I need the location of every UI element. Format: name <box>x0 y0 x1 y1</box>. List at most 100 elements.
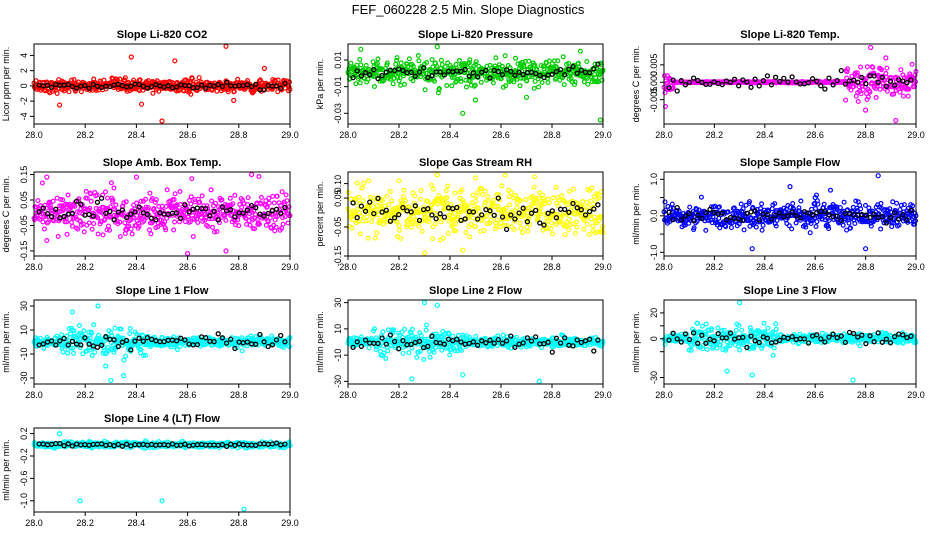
data-point <box>357 80 363 86</box>
y-tick-label: 0.05 <box>19 191 29 209</box>
data-point <box>589 185 595 191</box>
data-point-overlay <box>98 195 105 201</box>
data-point-overlay <box>412 339 418 346</box>
data-point <box>104 195 110 201</box>
data-point-overlay <box>350 200 356 206</box>
data-point <box>354 62 360 68</box>
data-point <box>884 65 890 71</box>
data-point <box>840 222 846 228</box>
data-point <box>740 206 746 212</box>
x-tick-label: 28.2 <box>390 390 408 400</box>
data-point <box>867 89 873 95</box>
data-point <box>870 64 876 70</box>
data-point <box>384 193 390 199</box>
data-point-overlay <box>793 79 799 85</box>
data-point <box>873 94 879 100</box>
data-point <box>841 199 847 205</box>
data-point-overlay <box>94 199 101 205</box>
data-point <box>548 226 554 232</box>
data-point-overlay <box>690 75 697 81</box>
chart-title: Slope Li-820 Temp. <box>740 29 839 41</box>
data-point <box>513 334 519 340</box>
data-point <box>87 205 93 211</box>
data-point <box>490 76 496 82</box>
data-point <box>71 76 77 82</box>
data-point <box>375 60 381 66</box>
data-point <box>591 201 597 207</box>
x-tick-label: 28.0 <box>655 130 673 140</box>
data-point <box>421 357 427 363</box>
plot-frame <box>663 43 917 125</box>
data-point <box>103 86 109 92</box>
data-point-overlay <box>557 66 564 73</box>
data-point <box>668 77 674 83</box>
data-point <box>195 220 201 226</box>
data-point-overlay <box>690 217 697 224</box>
data-point <box>105 223 111 229</box>
data-point-overlay <box>524 69 531 76</box>
data-point <box>162 219 168 225</box>
data-point <box>194 216 200 222</box>
data-point-overlay <box>483 67 489 74</box>
data-point <box>127 331 133 337</box>
data-point-overlay <box>362 70 369 76</box>
data-point-overlay <box>257 331 263 338</box>
data-point <box>532 78 538 84</box>
data-point <box>581 79 587 85</box>
data-point <box>843 97 849 103</box>
data-point <box>409 376 415 382</box>
data-point-overlay <box>487 75 493 81</box>
data-point <box>592 61 598 67</box>
data-point <box>525 228 531 234</box>
data-point <box>70 350 76 356</box>
data-point <box>585 204 591 210</box>
data-point-overlay <box>265 210 271 217</box>
data-point-overlay <box>86 211 92 218</box>
data-point <box>846 220 852 226</box>
data-point <box>379 198 385 204</box>
x-tick-label: 28.6 <box>492 390 510 400</box>
data-point <box>86 220 92 226</box>
data-point-overlay <box>528 69 535 75</box>
data-point <box>137 77 143 83</box>
chart-panel-4: Slope Amb. Box Temp.degrees C per min.28… <box>1 157 299 272</box>
data-point-overlay <box>822 86 828 92</box>
x-tick-label: 28.8 <box>230 130 248 140</box>
data-point-overlay <box>253 81 259 88</box>
data-point <box>511 79 517 85</box>
data-point <box>122 75 128 81</box>
data-point-overlay <box>682 82 689 88</box>
data-point <box>143 196 149 202</box>
data-point <box>406 56 412 62</box>
data-point <box>117 76 123 82</box>
data-point <box>586 232 592 238</box>
data-point <box>424 322 430 328</box>
chart-title: Slope Line 2 Flow <box>429 285 522 297</box>
data-point <box>181 210 187 216</box>
data-point <box>698 194 704 200</box>
data-point-overlay <box>282 204 288 211</box>
data-point <box>117 219 123 225</box>
data-point <box>135 209 141 215</box>
data-point <box>427 354 433 360</box>
data-point-overlay <box>479 69 485 75</box>
data-point <box>400 350 406 356</box>
data-point <box>517 220 523 226</box>
data-point-overlay <box>805 80 812 86</box>
data-point <box>418 332 424 338</box>
x-tick-label: 29.0 <box>594 262 612 272</box>
y-tick-label: -4 <box>19 112 29 120</box>
data-point <box>60 197 66 203</box>
data-point <box>482 188 488 194</box>
y-tick-label: -0.15 <box>19 241 29 262</box>
y-axis-label: Licor ppm per min. <box>1 47 11 122</box>
data-point <box>868 223 874 229</box>
data-point-overlay <box>194 205 201 211</box>
y-tick-label: 10 <box>19 325 29 335</box>
data-point-overlay <box>814 210 820 216</box>
data-point <box>566 227 572 233</box>
data-point <box>159 118 165 124</box>
data-point <box>878 67 884 73</box>
data-point <box>580 198 586 204</box>
